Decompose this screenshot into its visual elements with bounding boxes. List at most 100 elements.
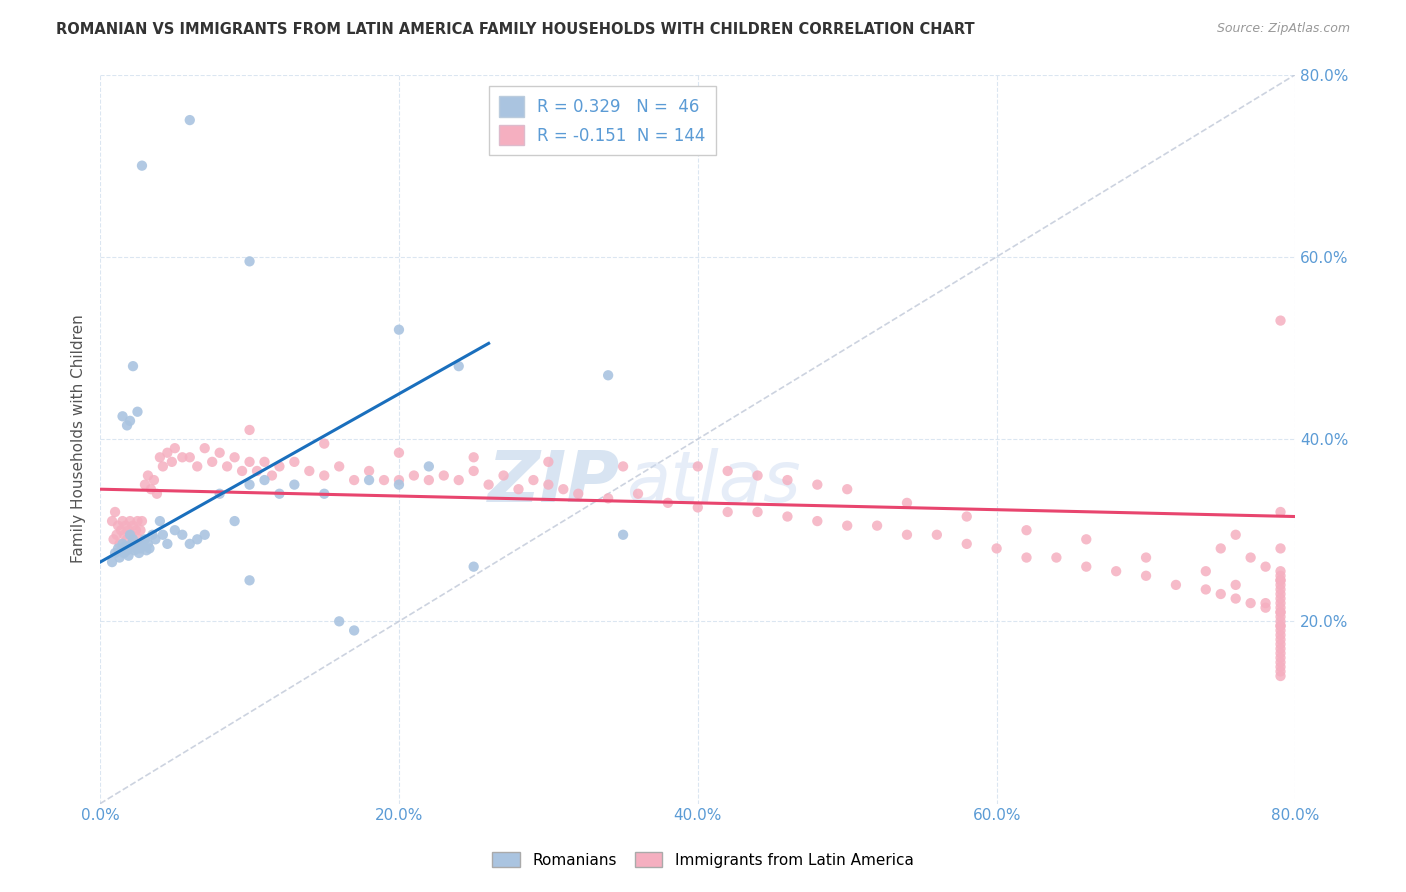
Point [108,537,131,551]
Point [1195,564,1218,578]
Point [478,477,501,491]
Point [107,518,129,533]
Point [134,533,156,547]
Point [128,533,150,547]
Point [1254,596,1277,610]
Point [1270,587,1292,601]
Point [343,624,366,638]
Point [1270,665,1292,679]
Point [160,455,183,469]
Point [1270,568,1292,582]
Point [152,528,174,542]
Point [298,464,321,478]
Point [127,405,149,419]
Point [1270,609,1292,624]
Point [806,477,828,491]
Point [179,113,201,128]
Point [1239,596,1261,610]
Point [1270,641,1292,656]
Point [612,528,634,542]
Point [627,487,650,501]
Point [359,473,381,487]
Point [447,359,470,373]
Point [747,505,769,519]
Point [1270,505,1292,519]
Point [1270,541,1292,556]
Point [1270,591,1292,606]
Point [186,459,208,474]
Y-axis label: Family Households with Children: Family Households with Children [72,315,86,564]
Point [1225,528,1247,542]
Point [114,540,136,554]
Point [1076,533,1098,547]
Text: Source: ZipAtlas.com: Source: ZipAtlas.com [1216,22,1350,36]
Point [343,473,366,487]
Point [567,487,589,501]
Point [328,459,350,474]
Point [152,459,174,474]
Point [104,505,127,519]
Point [135,543,157,558]
Point [131,159,153,173]
Point [224,450,246,465]
Point [657,496,679,510]
Point [107,541,129,556]
Point [956,509,979,524]
Point [598,491,620,506]
Point [101,514,124,528]
Point [1270,596,1292,610]
Point [156,446,179,460]
Point [238,455,260,469]
Point [253,455,276,469]
Point [1270,669,1292,683]
Point [612,459,634,474]
Point [146,487,169,501]
Point [328,615,350,629]
Point [314,436,336,450]
Point [103,533,125,547]
Point [837,518,859,533]
Text: atlas: atlas [626,449,800,517]
Point [388,323,411,337]
Point [238,574,260,588]
Point [1135,568,1157,582]
Point [136,468,159,483]
Point [269,487,291,501]
Point [598,368,620,383]
Point [1270,632,1292,647]
Point [114,518,136,533]
Point [373,473,395,487]
Point [866,518,889,533]
Point [463,559,485,574]
Point [553,482,575,496]
Point [117,549,139,563]
Point [1270,624,1292,638]
Point [1270,600,1292,615]
Point [112,528,135,542]
Point [1076,559,1098,574]
Point [172,528,194,542]
Point [1270,650,1292,665]
Point [179,537,201,551]
Point [122,533,145,547]
Point [492,468,515,483]
Point [118,414,141,428]
Point [1270,605,1292,619]
Point [956,537,979,551]
Point [1254,600,1277,615]
Point [121,537,143,551]
Point [186,533,208,547]
Point [231,464,253,478]
Point [1270,619,1292,633]
Point [1270,637,1292,651]
Point [142,473,165,487]
Point [283,477,305,491]
Point [433,468,456,483]
Point [1135,550,1157,565]
Point [717,505,740,519]
Point [131,537,153,551]
Point [124,537,146,551]
Point [537,455,560,469]
Point [508,482,530,496]
Point [1164,578,1187,592]
